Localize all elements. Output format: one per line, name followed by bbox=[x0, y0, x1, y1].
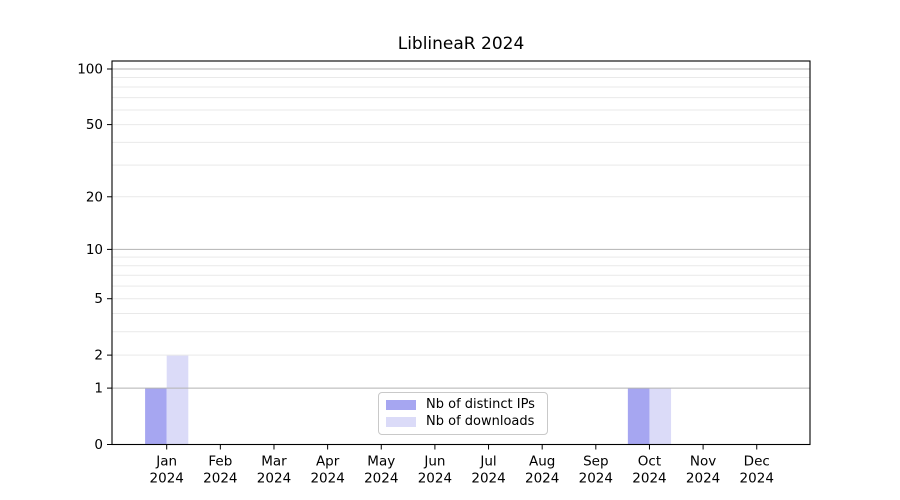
x-tick-label-month: Mar bbox=[261, 454, 287, 470]
x-tick-label-year: 2024 bbox=[310, 471, 344, 487]
plot-frame bbox=[111, 60, 811, 446]
x-tick-label-year: 2024 bbox=[471, 471, 505, 487]
x-tick-label-month: May bbox=[367, 454, 395, 470]
bar-distinct-ips-oct bbox=[627, 388, 650, 445]
chart-title: LiblineaR 2024 bbox=[397, 34, 525, 54]
y-tick-label: 10 bbox=[86, 242, 103, 258]
x-tick-label-month: Jan bbox=[155, 454, 177, 470]
x-tick-label-month: Jun bbox=[423, 454, 445, 470]
x-tick-label-year: 2024 bbox=[740, 471, 774, 487]
y-tick-label: 50 bbox=[86, 117, 103, 133]
x-tick-label-month: Sep bbox=[583, 454, 608, 470]
legend-swatch-downloads bbox=[386, 417, 416, 428]
x-tick-label-month: Nov bbox=[690, 454, 716, 470]
legend-item-downloads: Nb of downloads bbox=[386, 414, 540, 430]
y-tick-label: 0 bbox=[94, 437, 103, 453]
x-tick-label-month: Feb bbox=[208, 454, 232, 470]
x-tick-label-year: 2024 bbox=[364, 471, 398, 487]
x-tick-label-year: 2024 bbox=[632, 471, 666, 487]
x-tick-label-month: Jul bbox=[479, 454, 496, 470]
y-tick-label: 1 bbox=[94, 381, 103, 397]
x-tick-label-year: 2024 bbox=[579, 471, 613, 487]
x-tick-label-month: Oct bbox=[638, 454, 661, 470]
y-tick-label: 100 bbox=[77, 62, 103, 78]
bar-downloads-jan bbox=[166, 355, 189, 445]
x-tick-label-year: 2024 bbox=[418, 471, 452, 487]
legend-label-distinct-ips: Nb of distinct IPs bbox=[426, 396, 535, 412]
x-tick-label-year: 2024 bbox=[525, 471, 559, 487]
legend: Nb of distinct IPs Nb of downloads bbox=[378, 392, 548, 435]
legend-label-downloads: Nb of downloads bbox=[426, 414, 535, 430]
bar-distinct-ips-jan bbox=[145, 388, 167, 445]
y-tick-label: 2 bbox=[94, 348, 103, 364]
x-tick-label-month: Aug bbox=[529, 454, 555, 470]
x-tick-label-year: 2024 bbox=[150, 471, 184, 487]
x-tick-label-month: Dec bbox=[744, 454, 770, 470]
x-tick-label-month: Apr bbox=[316, 454, 340, 470]
bar-downloads-oct bbox=[649, 388, 672, 445]
y-tick-label: 20 bbox=[86, 189, 103, 205]
x-tick-label-year: 2024 bbox=[257, 471, 291, 487]
x-tick-label-year: 2024 bbox=[686, 471, 720, 487]
legend-swatch-distinct-ips bbox=[386, 399, 416, 410]
y-tick-label: 5 bbox=[94, 291, 103, 307]
legend-item-distinct-ips: Nb of distinct IPs bbox=[386, 397, 540, 413]
x-tick-label-year: 2024 bbox=[203, 471, 237, 487]
